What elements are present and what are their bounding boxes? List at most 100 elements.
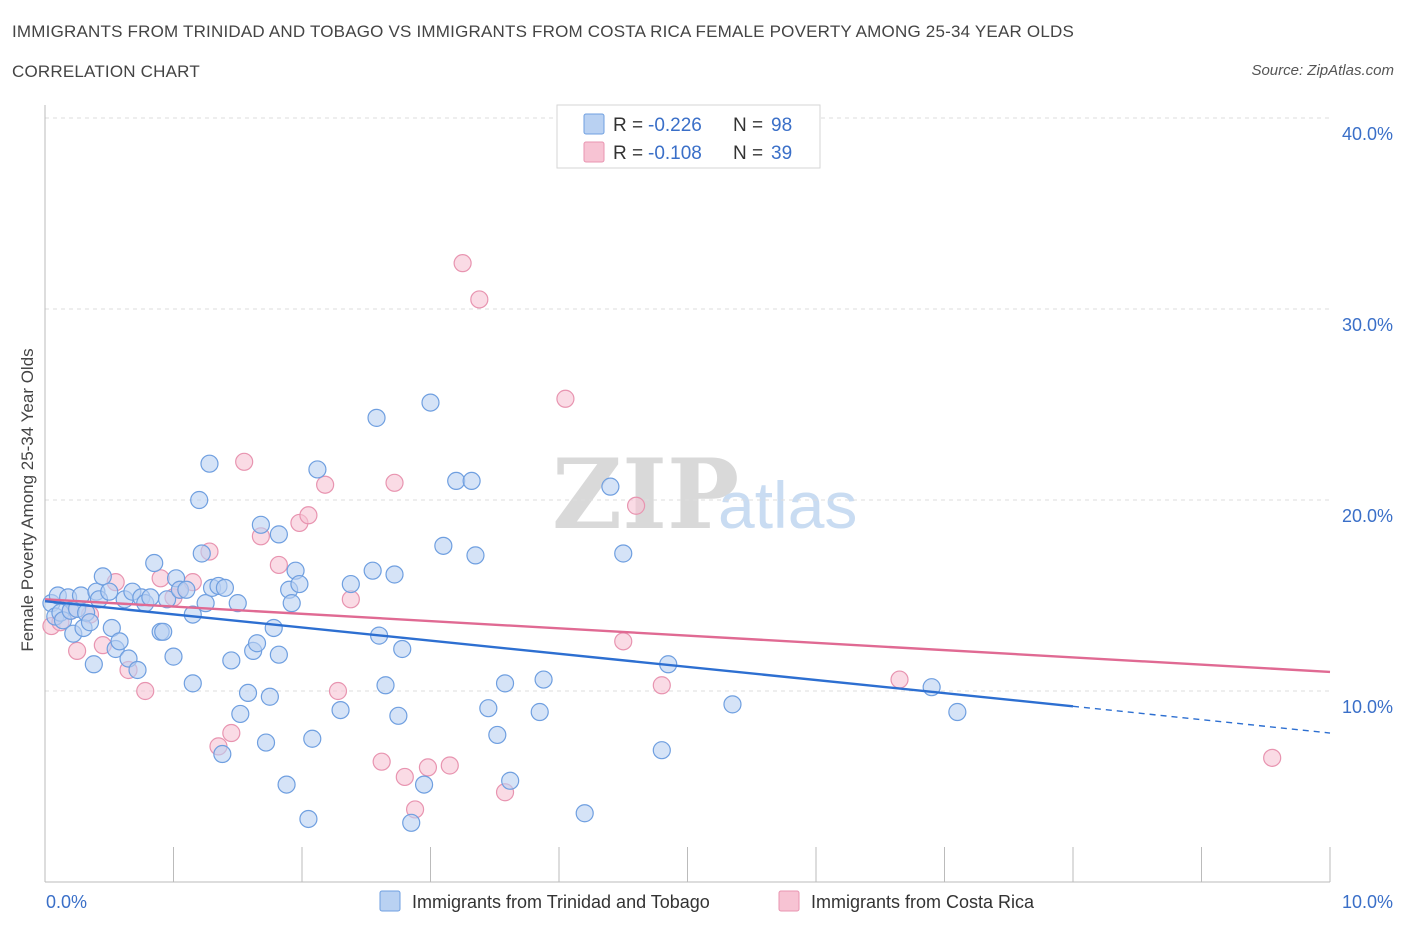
data-point-trinidad [277, 775, 296, 794]
data-point-trinidad [488, 725, 507, 745]
y-tick-label: 20.0% [1342, 506, 1393, 526]
data-point-costa-rica [372, 752, 391, 771]
data-point-costa-rica [151, 569, 170, 588]
data-point-costa-rica [470, 290, 489, 309]
legend-blue-n-value: 98 [771, 115, 792, 136]
x-tick-label: 10.0% [1342, 892, 1393, 912]
watermark-atlas: atlas [718, 468, 857, 542]
data-point-costa-rica [269, 555, 288, 575]
data-point-trinidad [110, 632, 129, 651]
data-point-trinidad [393, 639, 412, 659]
data-point-trinidad [363, 561, 382, 580]
data-point-costa-rica [890, 670, 909, 689]
data-point-trinidad [501, 771, 520, 790]
data-point-costa-rica [299, 506, 318, 525]
data-point-trinidad [385, 565, 404, 584]
data-point-trinidad [723, 695, 742, 714]
data-point-costa-rica [316, 475, 335, 494]
data-point-costa-rica [68, 641, 87, 660]
data-point-trinidad [93, 567, 112, 586]
legend-blue-r-label: R = [613, 115, 643, 136]
y-tick-label: 40.0% [1342, 124, 1393, 144]
trend-lines [44, 598, 1331, 734]
data-point-trinidad [238, 683, 258, 703]
data-point-trinidad [190, 490, 209, 510]
data-point-trinidad [228, 594, 247, 613]
data-point-trinidad [389, 706, 408, 725]
data-point-trinidad [466, 546, 485, 565]
data-point-trinidad [530, 702, 549, 722]
data-point-trinidad [177, 580, 196, 599]
data-point-trinidad [948, 702, 967, 722]
y-tick-label: 10.0% [1342, 697, 1393, 717]
data-point-trinidad [341, 574, 360, 594]
data-point-costa-rica [614, 632, 633, 651]
legend-bottom: Immigrants from Trinidad and Tobago Immi… [379, 890, 1035, 912]
watermark: ZIP atlas [552, 438, 857, 551]
data-point-trinidad [264, 618, 283, 638]
data-point-trinidad [215, 578, 234, 597]
data-point-trinidad [303, 729, 322, 748]
data-point-trinidad [269, 645, 288, 664]
data-point-trinidad [534, 670, 553, 689]
data-point-costa-rica [328, 681, 348, 701]
data-point-trinidad [222, 651, 241, 670]
axes [44, 105, 1331, 883]
x-tick-label: 0.0% [46, 892, 87, 912]
data-point-trinidad [84, 655, 103, 674]
legend-blue-n-label: N = [733, 115, 763, 136]
data-point-trinidad [183, 674, 202, 693]
chart-subtitle: CORRELATION CHART [12, 62, 200, 81]
data-point-trinidad [213, 744, 232, 764]
data-point-trinidad [80, 613, 100, 632]
data-point-trinidad [331, 700, 350, 720]
data-point-trinidad [102, 618, 121, 638]
data-point-trinidad [402, 813, 421, 832]
data-point-trinidad [495, 674, 515, 693]
legend-blue-r-value: -0.226 [648, 115, 702, 136]
data-point-trinidad [200, 454, 219, 473]
data-point-trinidad [421, 393, 440, 412]
data-point-trinidad [434, 536, 453, 555]
y-axis-label: Female Poverty Among 25-34 Year Olds [18, 348, 37, 651]
data-point-trinidad [145, 553, 164, 573]
data-point-trinidad [290, 574, 309, 594]
trend-line-trinidad [44, 600, 1074, 708]
data-point-trinidad [154, 622, 173, 641]
data-point-trinidad [614, 544, 633, 563]
series-trinidad-points [42, 393, 967, 832]
data-point-trinidad [247, 634, 267, 653]
legend-bottom-pink-swatch [778, 890, 800, 912]
legend-pink-swatch [583, 141, 605, 163]
x-tick-labels: 0.0% 10.0% [46, 892, 1393, 912]
data-point-costa-rica [235, 452, 254, 471]
data-point-costa-rica [136, 681, 155, 701]
watermark-zip: ZIP [552, 438, 739, 551]
data-point-trinidad [652, 741, 671, 760]
data-point-costa-rica [440, 756, 459, 775]
legend-bottom-blue-swatch [379, 890, 401, 912]
data-point-costa-rica [556, 389, 575, 408]
y-tick-label: 30.0% [1342, 315, 1393, 335]
data-point-trinidad [141, 588, 160, 607]
source-label: Source: ZipAtlas.com [1251, 62, 1394, 79]
data-point-trinidad [256, 733, 276, 752]
data-point-trinidad [447, 471, 466, 490]
data-point-trinidad [231, 704, 250, 724]
data-point-costa-rica [453, 254, 472, 273]
data-point-trinidad [367, 408, 386, 427]
y-tick-labels: 10.0% 20.0% 30.0% 40.0% [1342, 124, 1393, 717]
trend-line-trinidad-extension [1072, 705, 1331, 734]
legend-pink-n-value: 39 [771, 143, 792, 164]
data-point-trinidad [164, 647, 183, 666]
data-point-costa-rica [222, 723, 241, 743]
data-point-costa-rica [341, 590, 360, 609]
chart-title: IMMIGRANTS FROM TRINIDAD AND TOBAGO VS I… [12, 22, 1074, 41]
data-point-trinidad [251, 515, 270, 534]
data-point-costa-rica [385, 473, 404, 492]
data-point-costa-rica [418, 758, 438, 777]
data-point-trinidad [269, 525, 288, 544]
data-point-trinidad [157, 590, 177, 609]
data-point-costa-rica [395, 767, 414, 787]
legend-bottom-pink-label: Immigrants from Costa Rica [811, 892, 1035, 912]
